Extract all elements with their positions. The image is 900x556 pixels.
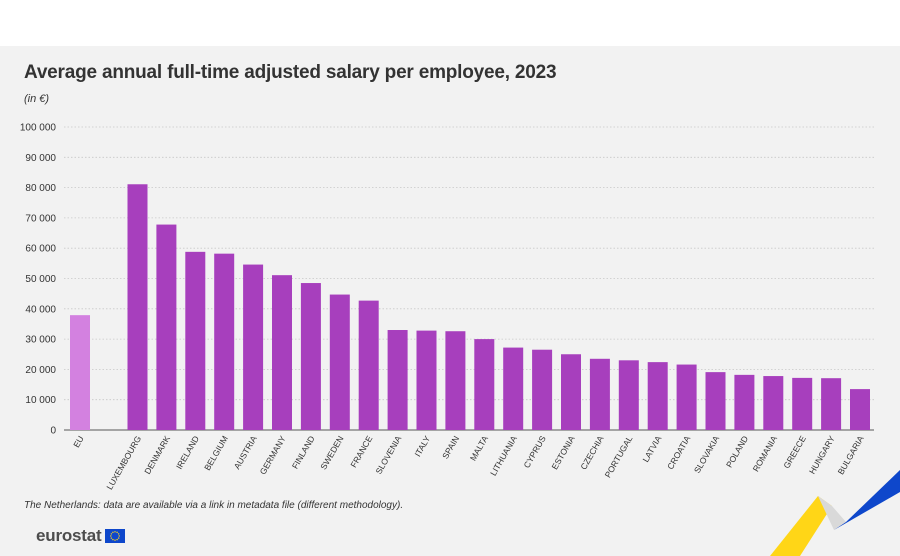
chart-unit-label: (in €): [24, 93, 50, 105]
bar-bulgaria: [850, 389, 870, 430]
bar-romania: [763, 376, 784, 430]
bar-lithuania: [503, 347, 524, 430]
bar-malta: [474, 339, 495, 430]
bar-denmark: [156, 224, 177, 430]
bar-cyprus: [532, 349, 553, 430]
footnote: The Netherlands: data are available via …: [24, 500, 404, 511]
y-tick-label: 80 000: [25, 183, 56, 194]
y-tick-label: 50 000: [25, 274, 56, 285]
bar-czechia: [589, 358, 610, 430]
bar-ireland: [185, 251, 206, 430]
bar-latvia: [647, 362, 668, 430]
eu-flag-icon: [105, 529, 126, 543]
y-tick-label: 0: [50, 426, 56, 437]
eurostat-logo[interactable]: eurostat: [36, 526, 126, 546]
bar-eu: [70, 315, 90, 430]
chart-title: Average annual full-time adjusted salary…: [24, 62, 557, 83]
bar-slovakia: [705, 372, 726, 430]
bar-slovenia: [387, 330, 408, 430]
bar-finland: [300, 283, 321, 430]
y-tick-label: 60 000: [25, 244, 56, 255]
y-tick-label: 30 000: [25, 335, 56, 346]
eurostat-wordmark: eurostat: [36, 526, 102, 545]
bar-estonia: [561, 354, 581, 430]
bar-croatia: [676, 364, 697, 430]
bar-portugal: [618, 360, 639, 430]
y-tick-label: 70 000: [25, 213, 56, 224]
y-tick-label: 90 000: [25, 153, 56, 164]
bar-germany: [272, 275, 292, 430]
chart-panel: [0, 46, 900, 556]
y-tick-label: 40 000: [25, 304, 56, 315]
y-tick-label: 10 000: [25, 395, 56, 406]
bar-belgium: [214, 253, 235, 430]
bar-luxembourg: [127, 184, 148, 430]
y-tick-label: 100 000: [20, 123, 57, 134]
y-axis-tick-labels: 0 10 000 20 000 30 000 40 000 50 000 60 000 70 …: [20, 123, 57, 437]
bar-hungary: [821, 378, 842, 430]
bar-italy: [416, 330, 437, 430]
bar-spain: [445, 331, 466, 430]
bars: [70, 184, 870, 430]
bar-france: [358, 300, 379, 430]
bar-austria: [243, 264, 264, 430]
bar-poland: [734, 374, 755, 430]
bar-greece: [792, 377, 813, 430]
y-tick-label: 20 000: [25, 365, 56, 376]
bar-sweden: [329, 294, 350, 430]
